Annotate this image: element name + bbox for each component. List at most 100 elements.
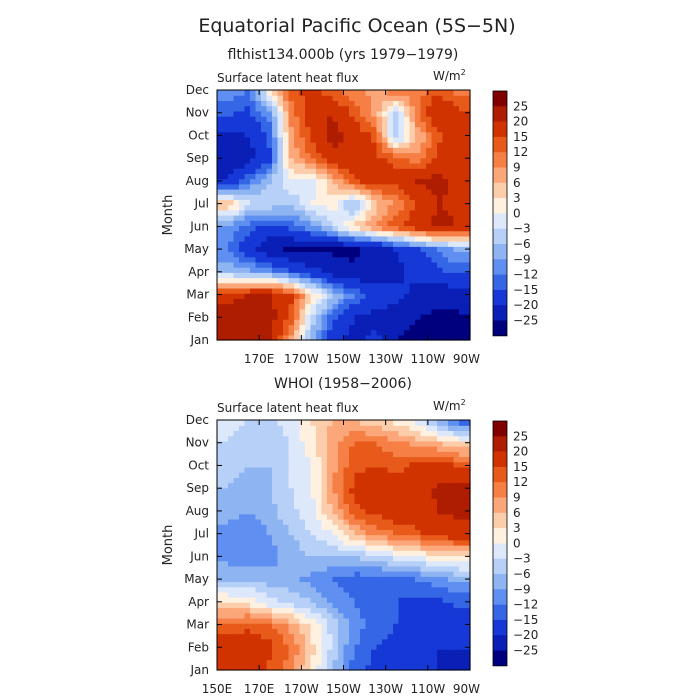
heatmap-cell [382, 215, 389, 221]
heatmap-cell [459, 277, 466, 284]
heatmap-cell [327, 586, 334, 593]
heatmap-cell [376, 633, 383, 640]
heatmap-cell [426, 147, 433, 154]
heatmap-cell [371, 319, 378, 325]
heatmap-cell [217, 152, 224, 159]
heatmap-cell [338, 157, 345, 164]
heatmap-cell [398, 612, 405, 619]
heatmap-cell [321, 298, 328, 305]
heatmap-cell [283, 456, 290, 463]
panel-2-ylabel: Month [161, 525, 176, 566]
heatmap-cell [233, 623, 240, 629]
heatmap-cell [288, 277, 295, 284]
heatmap-cell [338, 329, 345, 336]
heatmap-cell [299, 136, 306, 143]
heatmap-cell [365, 157, 372, 164]
heatmap-cell [365, 241, 372, 247]
heatmap-cell [404, 612, 411, 619]
heatmap-cell [415, 235, 422, 242]
heatmap-cell [349, 256, 356, 263]
heatmap-cell [239, 334, 246, 341]
heatmap-cell [349, 466, 356, 473]
heatmap-cell [266, 293, 273, 299]
heatmap-cell [431, 147, 438, 154]
heatmap-cell [277, 261, 284, 268]
heatmap-cell [222, 303, 229, 310]
heatmap-cell [426, 492, 433, 499]
heatmap-cell [294, 581, 301, 588]
heatmap-cell [464, 446, 471, 452]
heatmap-cell [244, 466, 251, 473]
heatmap-cell [338, 607, 345, 614]
heatmap-cell [288, 534, 295, 541]
y-tick-label: Jun [189, 219, 209, 233]
heatmap-cell [316, 591, 323, 598]
heatmap-cell [376, 235, 383, 242]
heatmap-cell [464, 157, 471, 164]
heatmap-cell [415, 597, 422, 603]
heatmap-cell [404, 508, 411, 515]
colorbar-swatch [493, 497, 507, 514]
heatmap-cell [217, 435, 224, 442]
heatmap-cell [459, 204, 466, 211]
x-tick-label: 170W [284, 352, 319, 366]
heatmap-cell [228, 534, 235, 541]
heatmap-cell [382, 95, 389, 102]
heatmap-cell [387, 472, 394, 478]
heatmap-cell [266, 147, 273, 154]
heatmap-cell [305, 565, 312, 572]
heatmap-cell [239, 147, 246, 154]
heatmap-cell [327, 440, 334, 447]
heatmap-cell [327, 298, 334, 305]
heatmap-cell [283, 654, 290, 661]
heatmap-cell [464, 581, 471, 588]
heatmap-cell [272, 466, 279, 473]
heatmap-cell [338, 246, 345, 253]
heatmap-cell [464, 524, 471, 530]
heatmap-cell [255, 209, 262, 216]
heatmap-cell [464, 90, 471, 96]
heatmap-cell [376, 147, 383, 154]
heatmap-cell [233, 664, 240, 671]
heatmap-cell [409, 560, 416, 567]
heatmap-cell [453, 560, 460, 567]
heatmap-cell [387, 435, 394, 442]
heatmap-cell [354, 90, 361, 96]
heatmap-cell [261, 100, 268, 107]
heatmap-cell [217, 581, 224, 588]
heatmap-cell [360, 503, 367, 510]
heatmap-cell [387, 235, 394, 242]
heatmap-cell [305, 623, 312, 629]
heatmap-cell [272, 293, 279, 299]
heatmap-cell [387, 498, 394, 504]
heatmap-cell [283, 446, 290, 452]
heatmap-cell [365, 95, 372, 102]
heatmap-cell [321, 152, 328, 159]
heatmap-cell [442, 267, 449, 273]
heatmap-cell [349, 230, 356, 237]
heatmap-cell [239, 508, 246, 515]
heatmap-cell [464, 487, 471, 494]
heatmap-cell [349, 241, 356, 247]
heatmap-cell [415, 319, 422, 325]
heatmap-cell [398, 513, 405, 520]
heatmap-cell [283, 241, 290, 247]
x-tick-label: 90W [453, 352, 480, 366]
heatmap-cell [343, 664, 350, 671]
heatmap-cell [338, 319, 345, 325]
heatmap-cell [244, 136, 251, 143]
heatmap-cell [321, 256, 328, 263]
heatmap-cell [387, 571, 394, 577]
heatmap-cell [332, 178, 339, 185]
heatmap-cell [464, 565, 471, 572]
heatmap-cell [365, 220, 372, 227]
heatmap-cell [376, 503, 383, 510]
heatmap-cell [437, 576, 444, 583]
heatmap-cell [371, 142, 378, 148]
heatmap-cell [299, 246, 306, 253]
heatmap-cell [426, 334, 433, 341]
heatmap-cell [448, 586, 455, 593]
heatmap-cell [437, 241, 444, 247]
heatmap-cell [354, 168, 361, 174]
heatmap-cell [459, 472, 466, 478]
